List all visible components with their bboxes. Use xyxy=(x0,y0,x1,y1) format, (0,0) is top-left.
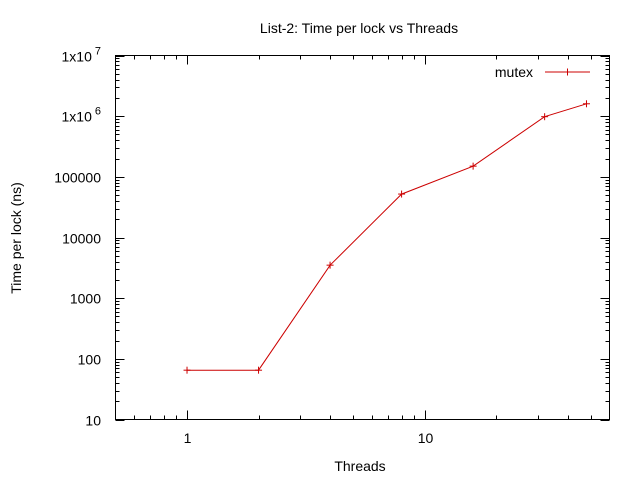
data-point xyxy=(541,113,549,121)
series-line-mutex xyxy=(187,103,587,371)
x-axis: 1 10 xyxy=(134,55,592,446)
legend: mutex xyxy=(495,64,590,80)
legend-label: mutex xyxy=(495,64,533,80)
y-tick-label: 1x10 6 xyxy=(62,106,101,125)
y-tick-label: 1x10 7 xyxy=(62,46,101,65)
data-point xyxy=(469,162,477,170)
x-tick-label: 10 xyxy=(418,430,434,446)
plot-frame xyxy=(115,55,610,420)
x-tick-label: 1 xyxy=(184,430,192,446)
y-tick-label: 10000 xyxy=(62,231,101,247)
y-tick-label: 100 xyxy=(78,352,102,368)
y-tick-label: 10 xyxy=(85,413,101,429)
y-axis-label: Time per lock (ns) xyxy=(8,182,24,294)
legend-marker xyxy=(564,68,571,76)
data-point xyxy=(582,100,590,108)
x-axis-label: Threads xyxy=(334,458,385,474)
data-point xyxy=(255,366,263,374)
chart-title: List-2: Time per lock vs Threads xyxy=(260,20,458,36)
y-tick-label: 1000 xyxy=(70,291,101,307)
y-tick-label: 100000 xyxy=(54,170,101,186)
series-layer xyxy=(183,100,590,374)
data-point xyxy=(398,190,406,198)
data-point xyxy=(183,366,191,374)
data-point xyxy=(326,261,334,269)
y-axis: 10 100 1000 10000 100000 1x10 6 1x10 7 xyxy=(54,46,610,429)
